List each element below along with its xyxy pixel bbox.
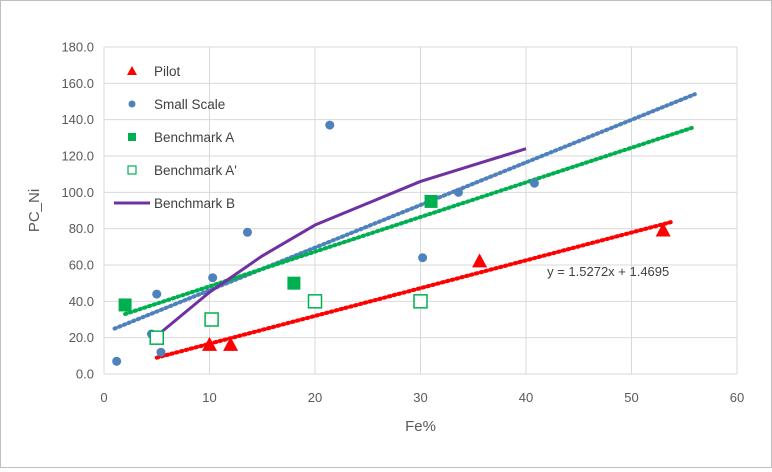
y-tick-label: 160.0	[61, 76, 94, 91]
x-tick-label: 0	[100, 390, 107, 405]
trendline-pilot	[154, 219, 676, 360]
y-axis-tick-labels: 0.0 20.0 40.0 60.0 80.0 100.0 120.0 140.0 160.0 1…	[61, 40, 94, 382]
point-small-scale	[325, 120, 335, 130]
point-small-scale	[453, 187, 463, 197]
x-tick-label: 20	[308, 390, 322, 405]
trendline-benchmark-a	[123, 124, 697, 317]
legend-label-pilot: Pilot	[154, 64, 181, 79]
y-tick-label: 40.0	[69, 294, 94, 309]
point-small-scale	[208, 273, 218, 283]
legend-label-benchmark-a: Benchmark A'	[154, 163, 237, 178]
y-axis-title: PC_Ni	[26, 189, 43, 232]
point-small-scale	[418, 253, 428, 263]
point-pilot	[202, 336, 217, 351]
y-tick-label: 80.0	[69, 221, 94, 236]
point-pilot	[223, 336, 239, 351]
point-small-scale	[152, 289, 162, 299]
point-benchmark-a	[287, 276, 301, 290]
x-axis-tick-labels: 0 10 20 30 40 50 60	[100, 390, 744, 405]
x-axis-title: Fe%	[405, 418, 436, 435]
point-benchmark-a	[307, 294, 323, 309]
series-lines	[155, 147, 527, 338]
legend-label-benchmark-a: Benchmark A	[154, 130, 234, 145]
point-benchmark-a	[413, 294, 428, 309]
y-tick-label: 60.0	[69, 258, 94, 273]
legend-label-small-scale: Small Scale	[154, 97, 225, 112]
point-small-scale	[242, 227, 252, 237]
y-tick-label: 180.0	[61, 40, 94, 55]
y-tick-label: 20.0	[69, 330, 94, 345]
x-tick-label: 30	[413, 390, 427, 405]
point-small-scale	[156, 347, 166, 357]
annotations: y = 1.5272x + 1.4695	[547, 264, 669, 279]
legend-swatch-pilot	[127, 66, 137, 75]
y-tick-label: 100.0	[61, 185, 94, 200]
legend-label-benchmark-b: Benchmark B	[154, 196, 235, 211]
data-points	[112, 120, 671, 366]
legend-swatch-small-scale	[128, 100, 136, 108]
y-tick-label: 0.0	[76, 367, 94, 382]
y-tick-label: 140.0	[61, 112, 94, 127]
point-benchmark-a	[424, 194, 438, 208]
series-line-benchmark-b	[155, 147, 527, 338]
x-tick-label: 40	[519, 390, 533, 405]
point-benchmark-a	[204, 312, 219, 327]
point-benchmark-a	[118, 298, 132, 312]
legend-swatch-benchmark-a	[128, 133, 136, 141]
y-tick-label: 120.0	[61, 149, 94, 164]
grid-lines	[103, 46, 738, 375]
point-pilot	[655, 222, 671, 237]
x-tick-label: 10	[202, 390, 216, 405]
trendline-equation: y = 1.5272x + 1.4695	[547, 264, 669, 279]
x-tick-label: 60	[730, 390, 744, 405]
point-small-scale	[529, 178, 539, 188]
legend: Pilot Small Scale Benchmark A Benchmark A' B…	[114, 64, 237, 211]
point-benchmark-a	[149, 330, 164, 345]
point-pilot	[472, 253, 488, 268]
legend-swatch-benchmark-a	[127, 165, 137, 175]
x-tick-label: 50	[624, 390, 638, 405]
point-small-scale	[112, 356, 122, 366]
